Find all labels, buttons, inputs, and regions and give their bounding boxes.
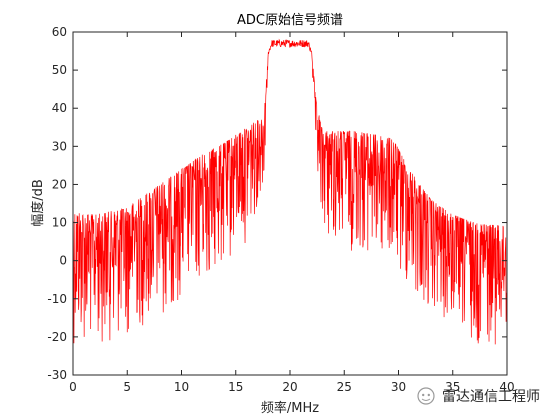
- x-tick-label: 35: [445, 380, 460, 394]
- y-tick-label: -30: [47, 368, 67, 382]
- axes: 0 5 10 15 20 25 30 35 40 -30 -20 -10 0 10 20 30 40 50 60: [47, 25, 514, 394]
- y-tick-label: 0: [59, 254, 67, 268]
- y-tick-label: 10: [52, 216, 67, 230]
- wechat-icon: [417, 387, 435, 405]
- watermark: 雷达通信工程师: [417, 387, 540, 405]
- x-tick-label: 5: [123, 380, 131, 394]
- y-tick-label: 50: [52, 63, 67, 77]
- y-axis-label: 幅度/dB: [30, 179, 46, 227]
- y-tick-label: 30: [52, 139, 67, 153]
- chart-title: ADC原始信号频谱: [237, 13, 343, 28]
- watermark-text: 雷达通信工程师: [442, 389, 540, 405]
- y-tick-label: 40: [52, 101, 67, 115]
- x-tick-label: 0: [69, 380, 77, 394]
- x-tick-label: 10: [174, 380, 189, 394]
- y-tick-label: -10: [47, 292, 67, 306]
- y-tick-label: 60: [52, 25, 67, 39]
- x-tick-label: 20: [282, 380, 297, 394]
- x-tick-label: 30: [391, 380, 406, 394]
- axes-box: [72, 31, 508, 376]
- x-axis-label: 频率/MHz: [261, 400, 319, 416]
- x-tick-label: 15: [228, 380, 243, 394]
- plot-area: [73, 38, 507, 345]
- x-tick-label: 40: [499, 380, 514, 394]
- y-tick-label: -20: [47, 330, 67, 344]
- x-tick-label: 25: [337, 380, 352, 394]
- y-tick-label: 20: [52, 177, 67, 191]
- spectrum-trace-0: [73, 38, 507, 345]
